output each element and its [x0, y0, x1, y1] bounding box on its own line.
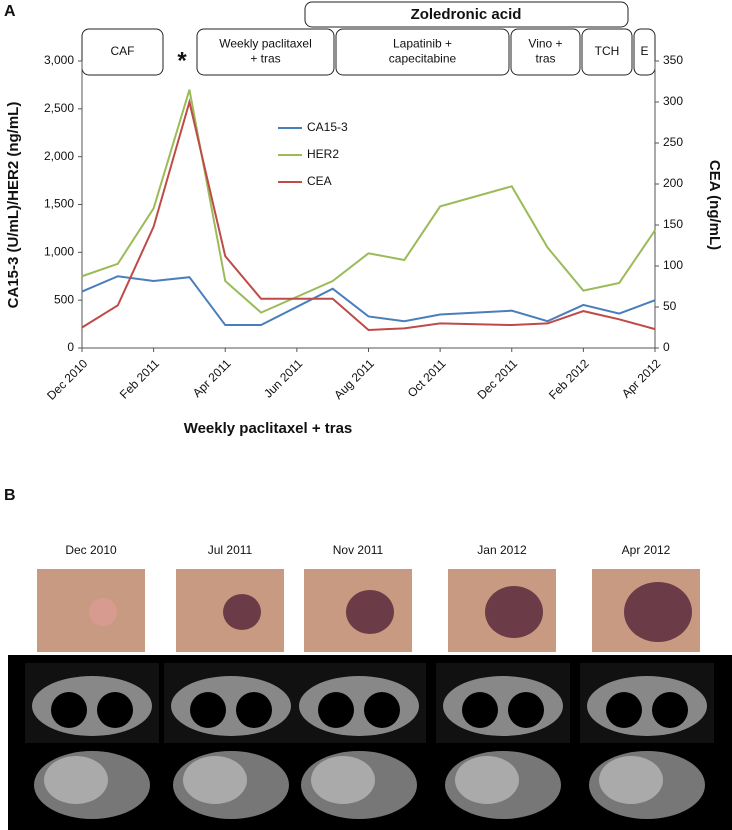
marker: * — [177, 47, 187, 74]
ct-chest — [32, 676, 152, 736]
ct-liver — [44, 756, 108, 804]
ct-lung — [236, 692, 272, 728]
ct-lung — [652, 692, 688, 728]
y-tick-label: 1,000 — [44, 245, 74, 259]
ct-lung — [190, 692, 226, 728]
x-axis-title: Weekly paclitaxel + tras — [184, 420, 353, 437]
series-line — [81, 89, 656, 314]
y-tick-label: 0 — [67, 340, 74, 354]
photo-date: Nov 2011 — [333, 543, 384, 557]
legend-label: HER2 — [307, 147, 339, 161]
y2-tick-label: 100 — [663, 258, 683, 272]
y2-tick-label: 350 — [663, 53, 683, 67]
y-tick-label: 500 — [54, 292, 74, 306]
ct-liver — [311, 756, 375, 804]
regimen-box — [510, 28, 581, 76]
ct-chest — [587, 676, 707, 736]
ct-chest — [443, 676, 563, 736]
regimen-bar — [304, 1, 629, 28]
legend-label: CA15-3 — [307, 120, 348, 134]
x-tick-label: Feb 2011 — [117, 356, 162, 401]
regimen-box — [81, 28, 164, 76]
y2-tick-label: 250 — [663, 135, 683, 149]
series-line — [81, 98, 656, 331]
y-tick-label: 3,000 — [44, 53, 74, 67]
y-axis-title: CA15-3 (U/mL)/HER2 (ng/mL) — [5, 102, 22, 309]
regimen-label: Weekly paclitaxel — [219, 37, 311, 51]
regimen-bar-label: Zoledronic acid — [411, 6, 522, 23]
x-tick-label: Dec 2010 — [44, 356, 90, 402]
y2-tick-label: 150 — [663, 217, 683, 231]
regimen-box — [196, 28, 335, 76]
y-tick-label: 2,000 — [44, 149, 74, 163]
regimen-label: Lapatinib + — [393, 37, 452, 51]
photo-date: Apr 2012 — [622, 543, 671, 557]
regimen-box — [335, 28, 510, 76]
x-tick-label: Apr 2011 — [190, 356, 234, 400]
y2-axis-title: CEA (ng/mL) — [706, 160, 723, 250]
regimen-label: CAF — [111, 44, 135, 58]
panel-label: A — [4, 3, 16, 20]
ct-liver — [183, 756, 247, 804]
ct-lung — [606, 692, 642, 728]
ct-lung — [462, 692, 498, 728]
photo-lesion — [89, 598, 117, 626]
regimen-label: capecitabine — [389, 52, 457, 66]
x-tick-label: Aug 2011 — [331, 356, 377, 402]
regimen-label: E — [640, 44, 648, 58]
panel-label: B — [4, 487, 16, 504]
ct-lung — [318, 692, 354, 728]
regimen-label: + tras — [250, 52, 280, 66]
series-line — [81, 275, 656, 327]
x-tick-label: Jun 2011 — [261, 356, 305, 400]
photo-date: Jan 2012 — [477, 543, 527, 557]
ct-liver — [455, 756, 519, 804]
regimen-box — [581, 28, 633, 76]
y2-tick-label: 200 — [663, 176, 683, 190]
y2-tick-label: 0 — [663, 340, 670, 354]
ct-liver — [599, 756, 663, 804]
ct-lung — [508, 692, 544, 728]
ct-lung — [51, 692, 87, 728]
photo-lesion — [223, 594, 261, 630]
ct-lung — [97, 692, 133, 728]
photo-date: Dec 2010 — [65, 543, 117, 557]
photo-date: Jul 2011 — [208, 543, 253, 557]
x-tick-label: Oct 2011 — [405, 356, 449, 400]
y-tick-label: 1,500 — [44, 197, 74, 211]
x-tick-label: Apr 2012 — [619, 356, 664, 401]
regimen-box — [633, 28, 656, 76]
y2-tick-label: 300 — [663, 94, 683, 108]
legend-label: CEA — [307, 174, 332, 188]
photo-lesion — [485, 586, 543, 638]
photo-lesion — [346, 590, 394, 634]
x-tick-label: Feb 2012 — [546, 356, 592, 402]
regimen-label: Vino + — [528, 37, 562, 51]
regimen-label: TCH — [595, 44, 620, 58]
ct-chest — [171, 676, 291, 736]
regimen-label: tras — [535, 52, 555, 66]
ct-chest — [299, 676, 419, 736]
photo-lesion — [624, 582, 692, 642]
y-tick-label: 2,500 — [44, 101, 74, 115]
x-tick-label: Dec 2011 — [475, 356, 521, 402]
ct-lung — [364, 692, 400, 728]
y2-tick-label: 50 — [663, 299, 677, 313]
